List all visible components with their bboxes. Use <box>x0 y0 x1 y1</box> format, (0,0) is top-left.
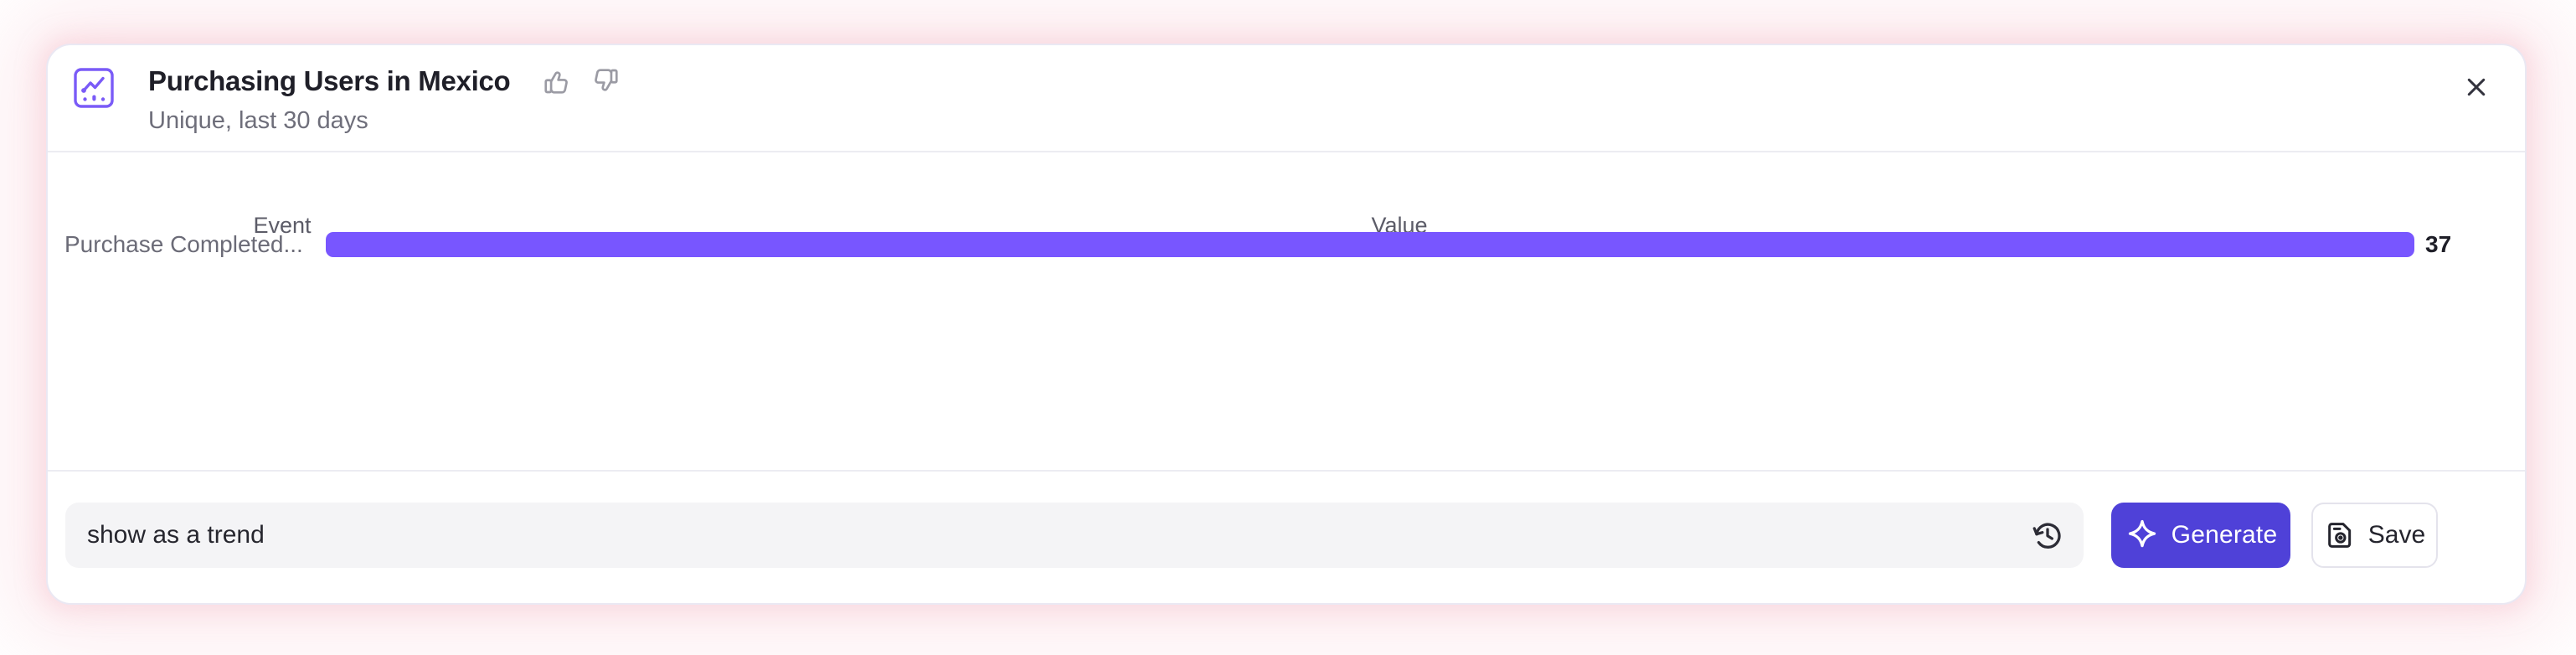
ai-chart-card: Purchasing Users in Mexico <box>46 44 2527 605</box>
header-text: Purchasing Users in Mexico <box>148 65 621 135</box>
bar-track: 37 <box>326 231 2508 258</box>
bar-value-label: 37 <box>2425 231 2452 257</box>
generate-button-label: Generate <box>2171 521 2278 549</box>
bar-category-label: Purchase Completed... <box>64 231 303 257</box>
generate-button[interactable]: Generate <box>2111 503 2290 568</box>
prompt-input[interactable] <box>65 503 2084 568</box>
card-subtitle: Unique, last 30 days <box>148 107 368 134</box>
header-divider <box>48 151 2525 152</box>
column-header-event: Event <box>253 213 312 238</box>
thumbs-down-icon[interactable] <box>589 65 621 97</box>
thumbs-up-icon[interactable] <box>542 65 574 97</box>
history-icon[interactable] <box>2028 516 2067 554</box>
bar[interactable] <box>326 232 2414 257</box>
prompt-box <box>65 503 2084 568</box>
line-chart-icon <box>73 67 115 109</box>
sparkle-icon <box>2128 519 2156 548</box>
save-button-label: Save <box>2367 521 2426 549</box>
close-icon[interactable] <box>2458 69 2495 106</box>
bar-chart: Event Value Purchase Completed... 37 <box>48 152 2525 470</box>
card-header: Purchasing Users in Mexico <box>48 45 2525 151</box>
table-row: Purchase Completed... 37 <box>48 230 2525 259</box>
save-icon <box>2327 523 2351 548</box>
feedback-buttons <box>542 65 621 97</box>
footer-divider <box>48 470 2525 472</box>
card-footer: Generate Save <box>48 472 2525 603</box>
save-button[interactable]: Save <box>2311 503 2438 568</box>
card-title: Purchasing Users in Mexico <box>148 65 511 96</box>
